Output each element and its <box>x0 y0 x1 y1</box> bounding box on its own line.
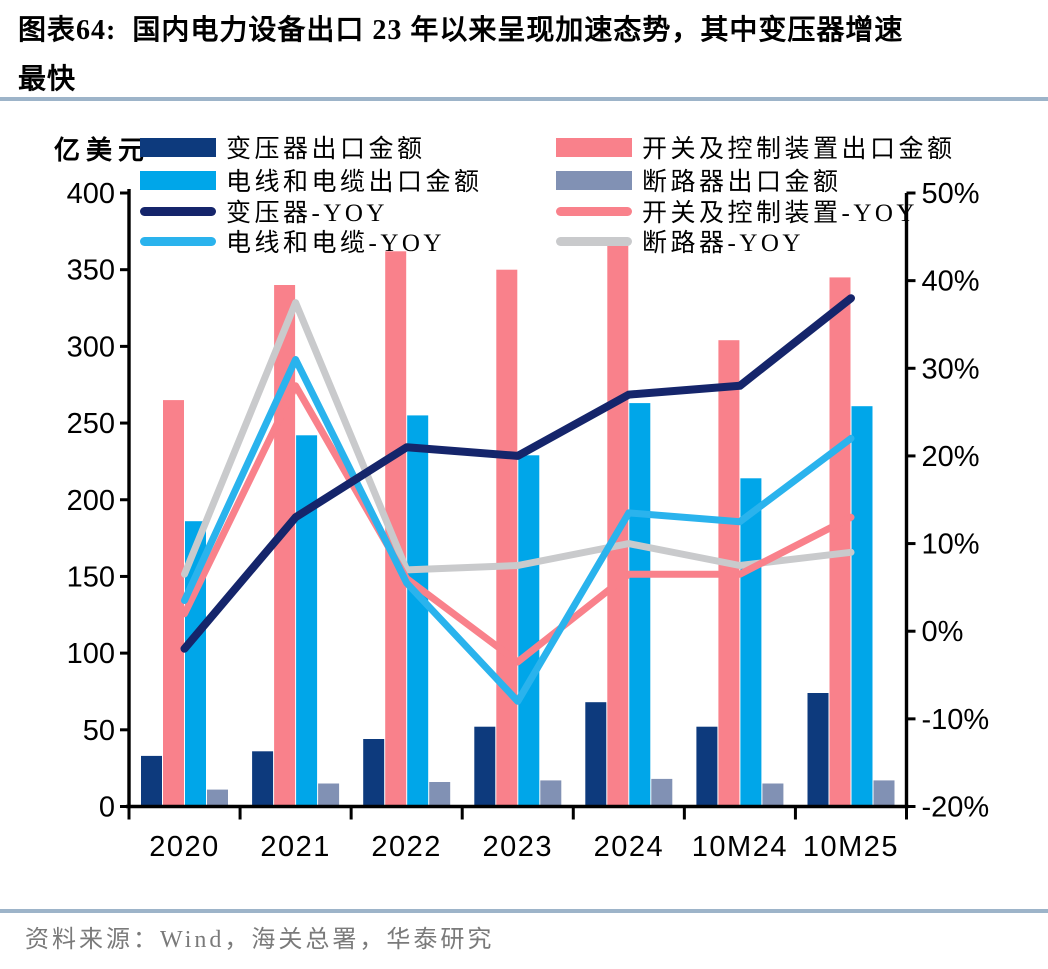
line-gray_line <box>181 299 855 578</box>
bar-gray_bar-10M24 <box>762 783 784 807</box>
bar-navy_bar-10M25 <box>807 693 829 807</box>
bar-lightblue_bar-10M25 <box>851 406 873 807</box>
left-axis-tick-label: 350 <box>67 255 115 287</box>
x-axis-category-label: 2020 <box>149 831 220 863</box>
bar-lightblue_bar-2022 <box>407 415 429 807</box>
x-axis-category-label: 2023 <box>482 831 553 863</box>
left-axis-tick-label: 100 <box>67 638 115 670</box>
footer-divider <box>0 909 1048 913</box>
bar-pink_bar-2022 <box>385 251 407 807</box>
bar-pink_bar-2024 <box>607 237 629 807</box>
x-axis-category-label: 2024 <box>594 831 665 863</box>
line-pink_line <box>181 382 855 666</box>
right-axis-tick-label: -20% <box>922 792 990 824</box>
x-axis-category-label: 10M25 <box>803 831 899 863</box>
right-axis-tick-label: 0% <box>922 616 964 648</box>
bar-navy_bar-2024 <box>585 702 607 807</box>
left-axis-tick-label: 200 <box>67 485 115 517</box>
bar-navy_bar-2020 <box>141 755 162 807</box>
bar-gray_bar-2024 <box>651 778 673 807</box>
x-axis-category-label: 2021 <box>260 831 331 863</box>
bar-gray_bar-2020 <box>207 789 228 807</box>
bar-lightblue_bar-2024 <box>629 403 651 807</box>
left-axis-tick-label: 0 <box>99 792 115 824</box>
bar-pink_bar-2023 <box>496 269 518 807</box>
bar-lightblue_bar-10M24 <box>740 478 762 807</box>
left-axis-tick-label: 150 <box>67 561 115 593</box>
title-divider <box>0 97 1048 101</box>
x-axis-category-label: 10M24 <box>692 831 788 863</box>
right-axis-tick-label: 30% <box>922 353 980 385</box>
bar-navy_bar-2022 <box>363 739 385 807</box>
left-axis-tick-label: 300 <box>67 331 115 363</box>
left-axis-tick-label: 50 <box>83 715 115 747</box>
right-axis-tick-label: 40% <box>922 266 980 298</box>
right-axis-tick-label: 50% <box>922 178 980 210</box>
bar-gray_bar-2022 <box>429 782 451 807</box>
bar-gray_bar-2023 <box>540 780 562 807</box>
x-axis-category-label: 2022 <box>371 831 442 863</box>
bar-pink_bar-2020 <box>163 400 184 807</box>
bar-navy_bar-2023 <box>474 726 496 807</box>
figure-title: 图表64: 国内电力设备出口 23 年以来呈现加速态势，其中变压器增速 最快 <box>18 15 904 95</box>
bar-gray_bar-2021 <box>318 783 340 807</box>
bar-pink_bar-10M25 <box>829 277 851 807</box>
line-navy_line <box>180 294 855 653</box>
left-axis-unit-label: 亿美元 <box>54 136 151 165</box>
right-axis-tick-label: 20% <box>922 441 980 473</box>
line-lightblue_line <box>181 356 855 705</box>
left-axis-tick-label: 400 <box>67 178 115 210</box>
bar-navy_bar-2021 <box>252 751 274 807</box>
bar-lightblue_bar-2023 <box>518 455 540 807</box>
right-axis-tick-label: -10% <box>922 704 990 736</box>
bar-lightblue_bar-2021 <box>296 435 318 807</box>
left-axis-tick-label: 250 <box>67 408 115 440</box>
right-axis-tick-label: 10% <box>922 529 980 561</box>
source-note: 资料来源：Wind，海关总署，华泰研究 <box>25 927 495 953</box>
bar-navy_bar-10M24 <box>696 726 718 807</box>
bar-gray_bar-10M25 <box>873 780 895 807</box>
